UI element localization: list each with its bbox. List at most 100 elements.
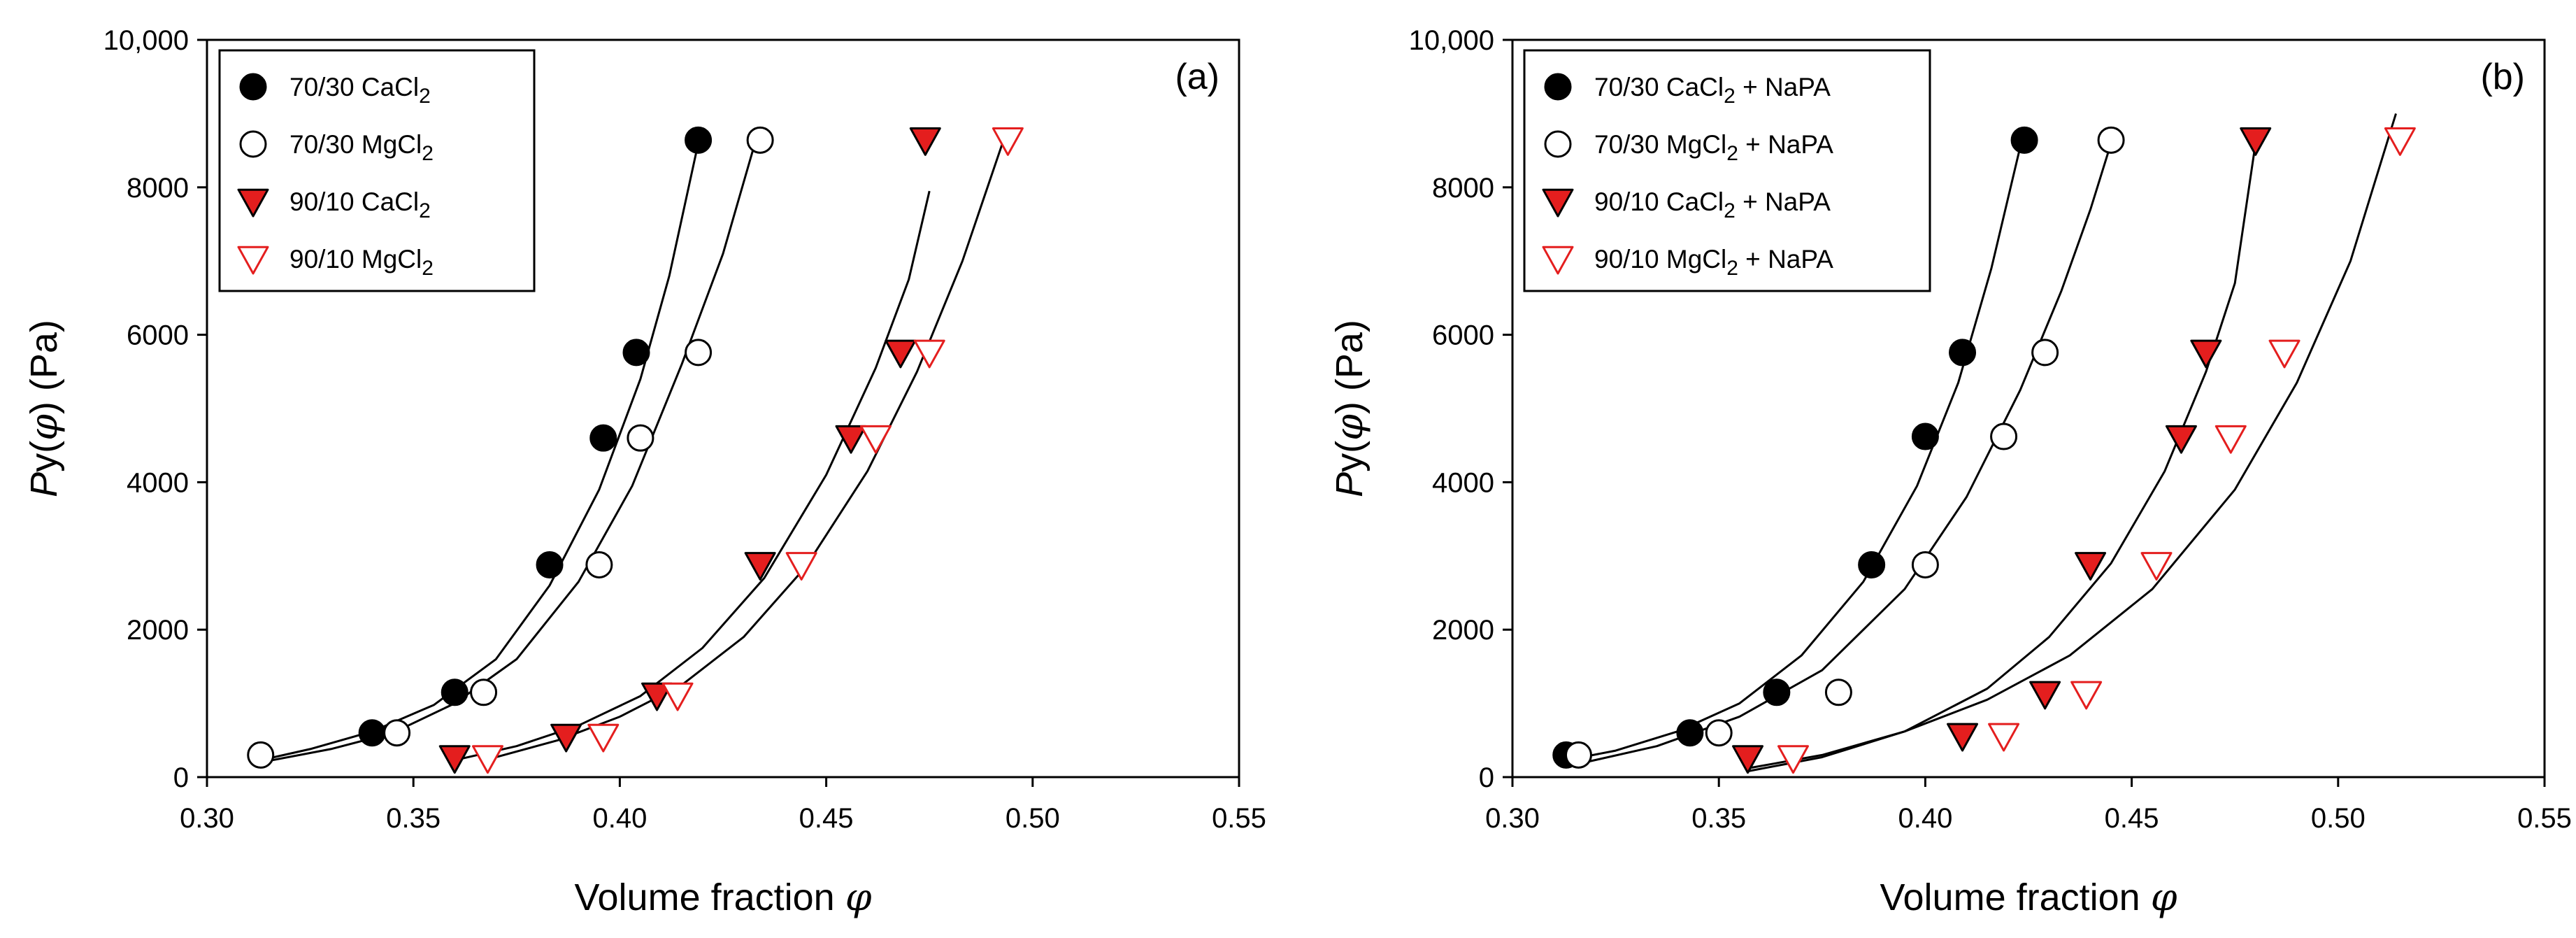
data-point-series-4	[471, 745, 503, 774]
data-point-series-1	[622, 339, 650, 367]
legend-marker-series-4	[1542, 246, 1574, 275]
legend-label-series-2: 70/30 MgCl2	[289, 130, 434, 165]
data-point-series-2	[383, 719, 411, 747]
data-point-series-4	[2140, 552, 2173, 581]
fit-curve-series-3	[454, 190, 931, 762]
data-point-series-2	[746, 126, 774, 154]
legend-marker-series-1	[1544, 73, 1572, 101]
data-point-series-3	[885, 339, 917, 369]
data-point-series-3	[550, 723, 582, 753]
fit-curve-series-4	[487, 138, 1005, 761]
x-tick-label: 0.40	[1898, 803, 1952, 834]
data-point-series-2	[1990, 422, 2018, 450]
data-point-series-1	[1676, 719, 1704, 747]
data-point-series-1	[1858, 550, 1886, 578]
data-point-series-4	[1777, 745, 1809, 774]
legend-marker-series-2	[239, 130, 267, 158]
data-point-series-1	[1763, 678, 1791, 706]
y-axis-title: Py(φ) (Pa)	[22, 320, 66, 497]
data-point-series-3	[1947, 723, 1979, 752]
data-point-series-3	[2190, 339, 2222, 369]
data-point-series-4	[2214, 425, 2247, 454]
data-point-series-2	[1705, 719, 1733, 747]
panel-label: (a)	[1175, 57, 1219, 97]
data-point-series-2	[1564, 741, 1592, 769]
data-point-series-4	[785, 552, 817, 581]
data-point-series-1	[1949, 339, 1977, 367]
x-tick-label: 0.50	[1006, 803, 1060, 834]
legend-marker-series-1	[239, 73, 267, 101]
x-tick-label: 0.55	[1212, 803, 1266, 834]
x-tick-label: 0.55	[2517, 803, 2572, 834]
data-point-series-3	[2029, 681, 2061, 710]
data-point-series-4	[992, 127, 1024, 156]
data-point-series-2	[1911, 550, 1939, 578]
y-tick-label: 4000	[1432, 467, 1494, 498]
data-point-series-3	[835, 425, 867, 454]
fit-curve-series-1	[260, 143, 700, 762]
fit-curve-series-1	[1566, 146, 2022, 762]
data-point-series-1	[685, 126, 713, 154]
data-point-series-1	[1911, 422, 1939, 450]
y-tick-label: 0	[1479, 762, 1494, 793]
data-point-series-1	[441, 678, 468, 706]
data-point-series-3	[744, 552, 776, 581]
data-point-series-3	[909, 127, 941, 156]
data-point-series-4	[661, 682, 694, 711]
data-point-series-3	[438, 745, 471, 774]
legend-label-series-1: 70/30 CaCl2 + NaPA	[1594, 73, 1831, 108]
data-point-series-1	[536, 550, 564, 578]
data-point-series-3	[2240, 127, 2272, 156]
data-point-series-2	[470, 678, 498, 706]
legend-marker-series-3	[1542, 188, 1574, 218]
x-tick-label: 0.45	[799, 803, 854, 834]
data-point-series-4	[2384, 127, 2416, 156]
legend: 70/30 CaCl2 + NaPA 70/30 MgCl2 + NaPA 90/1…	[1523, 49, 1931, 292]
data-point-series-2	[1824, 678, 1852, 706]
y-axis-title: Py(φ) (Pa)	[1327, 320, 1371, 497]
legend-marker-series-4	[237, 246, 269, 275]
legend-marker-series-2	[1544, 130, 1572, 158]
data-point-series-3	[1732, 745, 1764, 774]
legend: 70/30 CaCl2 70/30 MgCl2 90/10 CaCl2 90/10 M…	[218, 49, 536, 292]
legend-label-series-3: 90/10 CaCl2	[289, 187, 431, 222]
y-tick-label: 8000	[127, 173, 189, 204]
panel-label: (b)	[2480, 57, 2525, 97]
x-tick-label: 0.30	[1485, 803, 1540, 834]
data-point-series-1	[2010, 126, 2038, 154]
x-tick-label: 0.35	[1691, 803, 1746, 834]
y-tick-label: 6000	[127, 320, 189, 351]
legend-label-series-4: 90/10 MgCl2	[289, 245, 434, 280]
y-tick-label: 10,000	[1409, 25, 1494, 56]
legend-label-series-3: 90/10 CaCl2 + NaPA	[1594, 187, 1831, 222]
legend-box	[1523, 49, 1931, 292]
legend-box	[218, 49, 536, 292]
legend-label-series-2: 70/30 MgCl2 + NaPA	[1594, 130, 1833, 165]
data-point-series-1	[358, 719, 386, 747]
data-point-series-3	[2165, 425, 2197, 454]
data-point-series-4	[913, 339, 945, 369]
panel-a: 0.30 0.35 0.40 0.45 0.50 0.55 0 2000 4000 6000 800…	[22, 25, 1266, 919]
x-axis-title: Volume fraction φ	[574, 875, 871, 919]
data-point-series-2	[627, 424, 654, 452]
data-point-series-2	[685, 339, 713, 367]
y-tick-label: 0	[173, 762, 189, 793]
data-point-series-3	[2075, 552, 2107, 581]
data-point-series-4	[587, 723, 620, 753]
x-axis-title: Volume fraction φ	[1880, 875, 2177, 919]
data-point-series-2	[2097, 126, 2125, 154]
data-point-series-3	[641, 682, 673, 711]
data-point-series-2	[247, 741, 275, 769]
fit-curve-series-4	[1747, 113, 2397, 769]
panel-b: 0.30 0.35 0.40 0.45 0.50 0.55 0 2000 4000 6000 800…	[1327, 25, 2572, 919]
x-tick-label: 0.35	[386, 803, 441, 834]
x-tick-label: 0.30	[180, 803, 234, 834]
legend-marker-series-3	[237, 188, 269, 218]
legend-label-series-4: 90/10 MgCl2 + NaPA	[1594, 245, 1833, 280]
data-point-series-2	[2031, 339, 2059, 367]
x-tick-label: 0.40	[592, 803, 647, 834]
y-tick-label: 2000	[1432, 615, 1494, 646]
x-tick-label: 0.50	[2311, 803, 2366, 834]
data-point-series-4	[2268, 339, 2300, 369]
